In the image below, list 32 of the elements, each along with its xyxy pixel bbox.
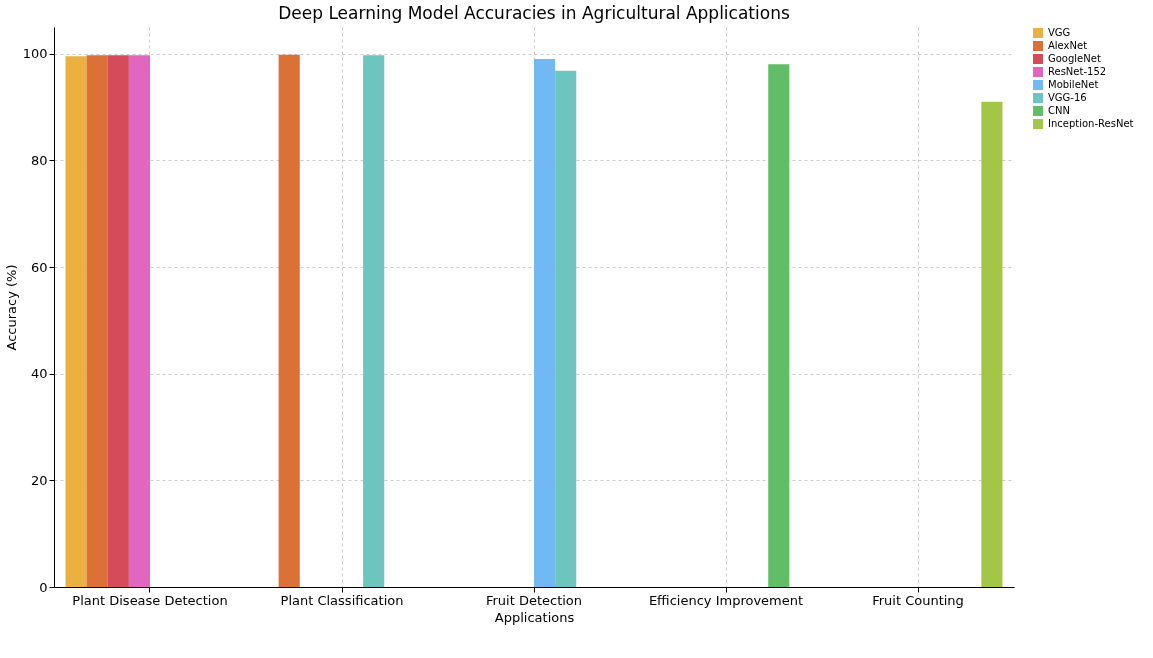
bar [768, 64, 790, 587]
y-axis-title: Accuracy (%) [3, 264, 19, 351]
y-tick-label: 100 [22, 46, 48, 62]
legend-label: VGG [1048, 27, 1071, 38]
x-axis-title: Applications [494, 609, 575, 625]
bar [555, 70, 577, 587]
x-tick-label: Plant Disease Detection [72, 592, 228, 608]
bar [981, 101, 1003, 587]
y-tick-label: 80 [30, 152, 48, 168]
y-tick-label: 0 [39, 579, 48, 595]
bar [86, 55, 108, 587]
y-tick-label: 40 [30, 366, 48, 382]
chart-title: Deep Learning Model Accuracies in Agricultural Applications [278, 3, 790, 23]
bar [278, 54, 300, 587]
y-tick-label: 60 [30, 259, 48, 275]
legend-label: CNN [1048, 105, 1070, 116]
bar [128, 55, 150, 587]
x-tick-label: Fruit Counting [872, 592, 964, 608]
x-tick-label: Efficiency Improvement [648, 592, 804, 608]
legend-label: VGG-16 [1048, 92, 1087, 103]
legend-label: ResNet-152 [1048, 66, 1107, 77]
bar [363, 55, 385, 587]
bar [65, 56, 87, 587]
x-tick-label: Fruit Detection [485, 592, 583, 608]
y-tick-label: 20 [30, 472, 48, 488]
legend-label: MobileNet [1048, 79, 1099, 90]
legend-label: Inception-ResNet [1048, 118, 1134, 129]
legend-label: GoogleNet [1048, 53, 1101, 64]
x-tick-label: Plant Classification [280, 592, 404, 608]
bar [534, 59, 556, 587]
legend-label: AlexNet [1048, 40, 1088, 51]
bar [107, 55, 129, 587]
